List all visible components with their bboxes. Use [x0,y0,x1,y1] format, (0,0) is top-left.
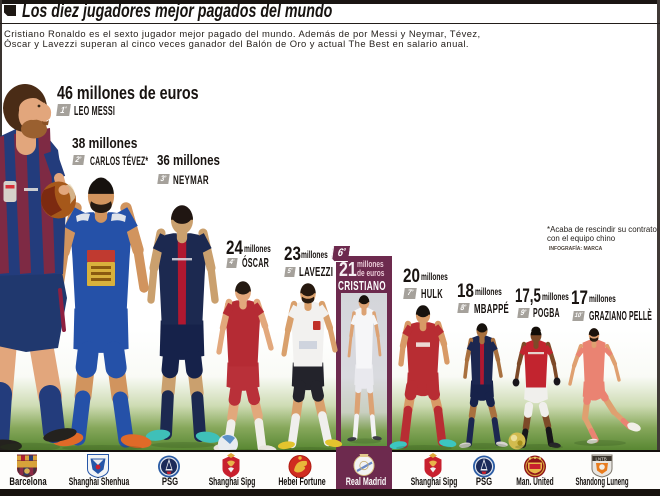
svg-text:LNTB: LNTB [596,456,607,461]
